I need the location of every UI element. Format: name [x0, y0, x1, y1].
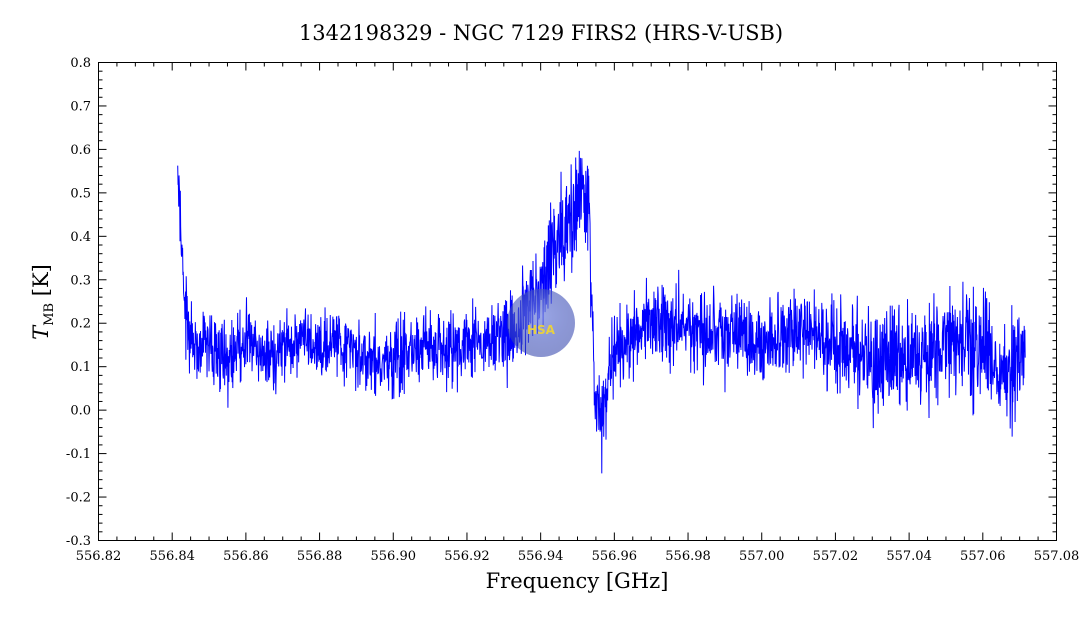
plot-frame [98, 62, 1057, 541]
x-tick-label: 556.98 [665, 549, 711, 564]
y-axis-label-unit: [K] [29, 264, 53, 303]
y-tick-label: 0.3 [70, 273, 91, 288]
y-tick-label: 0.4 [70, 230, 91, 245]
x-axis: 556.82 556.84 556.86 556.88 556.90 556.92 556.… [76, 62, 1080, 564]
x-tick-label: 557.02 [813, 549, 859, 564]
x-axis-label: Frequency [GHz] [486, 569, 669, 593]
chart-title: 1342198329 - NGC 7129 FIRS2 (HRS-V-USB) [299, 21, 783, 45]
x-tick-label: 556.90 [371, 549, 417, 564]
y-tick-label: 0.5 [70, 186, 91, 201]
x-tick-label: 557.00 [739, 549, 785, 564]
series-spectrum-line [177, 150, 1026, 474]
x-tick-label: 556.88 [297, 549, 343, 564]
y-tick-label: 0.2 [70, 317, 91, 332]
x-tick-label: 556.82 [76, 549, 122, 564]
y-axis-label: TMB [K] [29, 264, 57, 340]
y-tick-label: -0.2 [66, 491, 91, 506]
x-tick-label: 556.86 [223, 549, 269, 564]
watermark-text: HSA [527, 323, 556, 337]
y-tick-label: 0.7 [70, 99, 91, 114]
x-tick-label: 556.84 [149, 549, 195, 564]
x-tick-label: 557.08 [1034, 549, 1080, 564]
y-tick-label: 0.1 [70, 360, 91, 375]
watermark-disc [507, 289, 575, 357]
x-tick-label: 557.04 [886, 549, 932, 564]
y-axis-label-sub: MB [42, 303, 57, 326]
y-tick-label: 0.6 [70, 143, 91, 158]
y-tick-label: -0.3 [66, 534, 91, 549]
x-tick-label: 556.92 [444, 549, 490, 564]
y-tick-label: 0.8 [70, 56, 91, 71]
x-tick-label: 556.96 [592, 549, 638, 564]
hsa-watermark-logo: HSA [507, 289, 575, 357]
y-tick-label: -0.1 [66, 447, 91, 462]
y-tick-label: 0.0 [70, 404, 91, 419]
y-axis-label-main: T [29, 324, 53, 340]
plot-area [177, 150, 1026, 474]
y-axis: -0.3 -0.2 -0.1 0.0 0.1 0.2 0.3 0.4 0.5 0.6 0.7 0.8 [66, 56, 1057, 549]
x-tick-label: 556.94 [518, 549, 564, 564]
x-tick-label: 557.06 [960, 549, 1006, 564]
